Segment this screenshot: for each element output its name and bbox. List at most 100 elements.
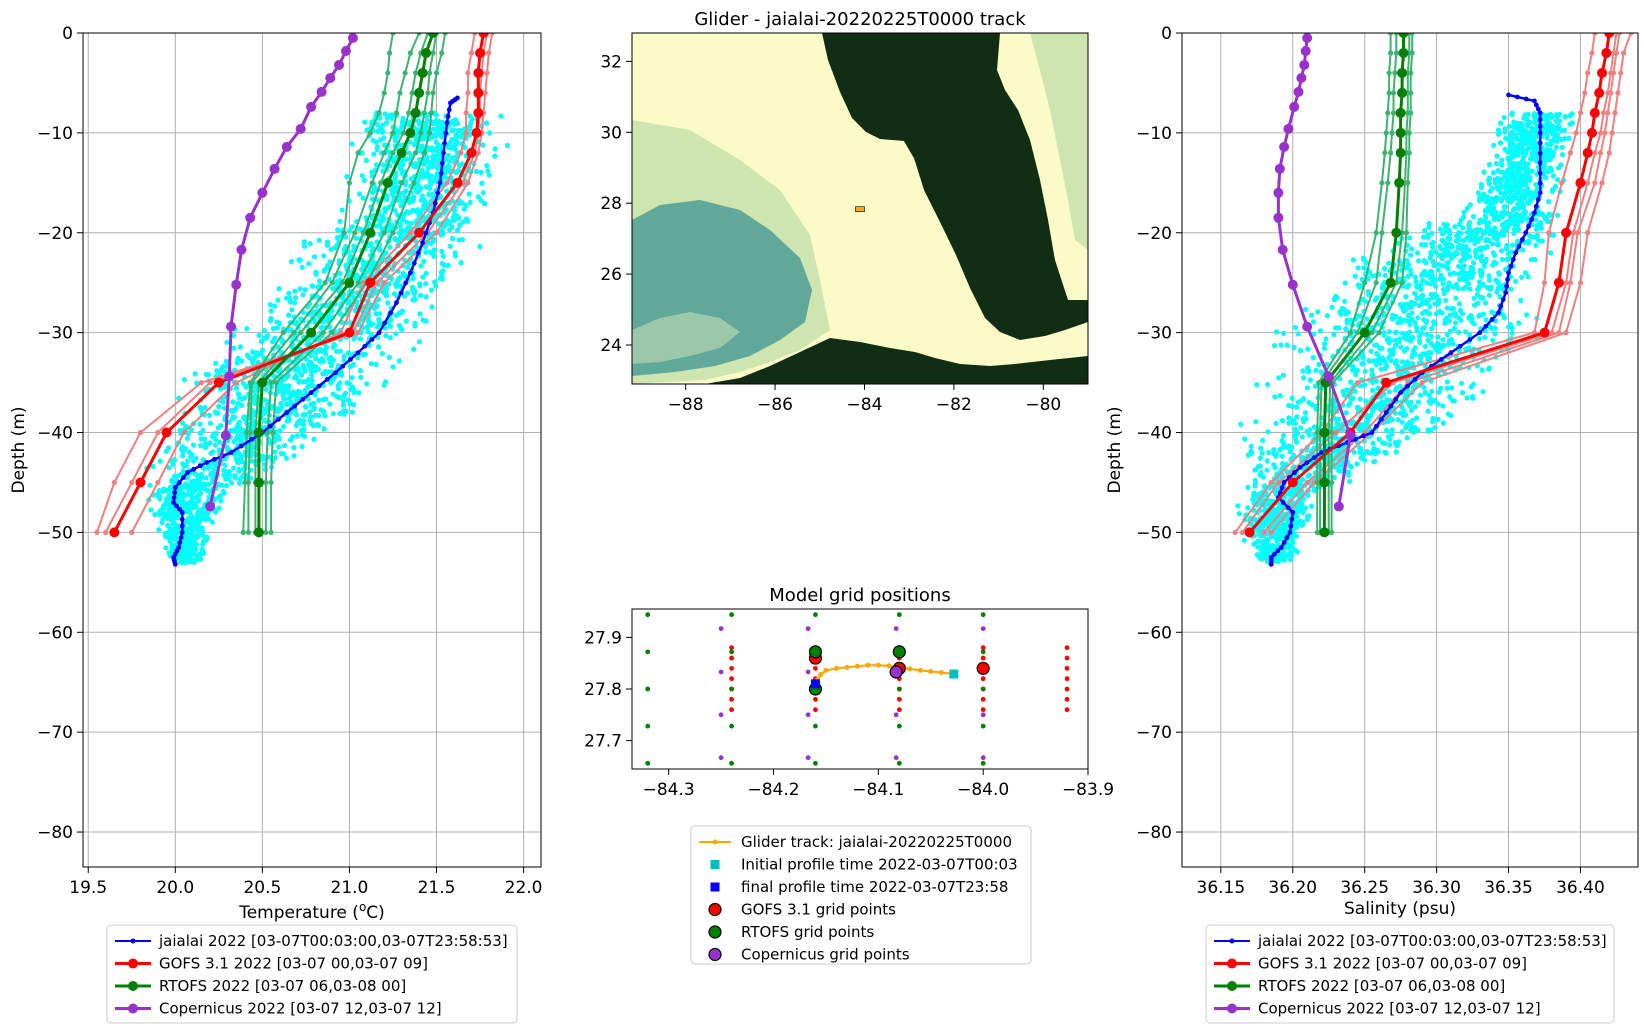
gofs-grid-point (729, 676, 734, 682)
temperature-glider-point (315, 423, 321, 429)
salinity-glider-point (1254, 552, 1260, 558)
salinity-glider-point (1546, 199, 1552, 205)
temperature-glider-point (327, 259, 333, 265)
salinity-glider-point (1362, 382, 1368, 388)
temperature-ensemble-point (339, 280, 346, 286)
rtofs-grid-point (729, 649, 734, 655)
temperature-glider-point (461, 206, 467, 212)
salinity-glider-point (1489, 309, 1495, 315)
salinity-glider-point (1279, 418, 1285, 424)
temperature-ensemble-point (94, 529, 100, 536)
salinity-glider-point (1552, 131, 1558, 137)
temperature-glider-mean-point (284, 410, 290, 415)
temperature-glider-point (371, 305, 377, 312)
rtofs-grid-point (896, 612, 902, 618)
salinity-glider-point (1331, 296, 1337, 303)
temperature-glider-point (457, 223, 463, 229)
temperature-glider-point (435, 165, 441, 171)
salinity-glider-point (1435, 334, 1441, 340)
temperature-glider-point (393, 281, 399, 287)
salinity-glider-point (1374, 295, 1380, 301)
map-ytick-label: 26 (600, 265, 622, 285)
temperature-series-point (269, 163, 280, 174)
temperature-glider-point (386, 281, 392, 287)
salinity-glider-point (1429, 241, 1435, 247)
temperature-glider-point (362, 119, 368, 125)
salinity-glider-point (1430, 259, 1436, 265)
temperature-glider-point (275, 388, 281, 394)
grid-legend-marker (708, 947, 722, 962)
temperature-glider-point (199, 516, 205, 522)
temperature-glider-point (165, 522, 171, 528)
temperature-legend-label: jaialai 2022 [03-07T00:03:00,03-07T23:58… (158, 932, 508, 950)
temperature-ensemble-point (360, 230, 366, 236)
salinity-glider-point (1279, 453, 1285, 459)
temperature-legend-label: GOFS 3.1 2022 [03-07 00,03-07 09] (159, 955, 428, 973)
salinity-glider-point (1447, 271, 1453, 277)
temperature-glider-point (181, 377, 187, 383)
temperature-glider-point (299, 372, 305, 378)
salinity-glider-point (1498, 169, 1504, 175)
salinity-profile-chart: 36.15 36.20 36.25 36.30 36.35 36.400−10−20−30… (1105, 24, 1639, 1024)
map-xtick-label: −84 (847, 395, 883, 415)
temperature-glider-point (447, 158, 453, 164)
temperature-glider-point (340, 398, 346, 404)
temperature-ensemble-point (444, 180, 450, 186)
salinity-glider-point (1497, 294, 1503, 300)
temperature-ensemble-point (472, 33, 478, 36)
temperature-glider-point (345, 397, 351, 403)
salinity-glider-point (1374, 351, 1380, 357)
temperature-glider-point (299, 264, 305, 270)
grid-legend-label: Copernicus grid points (741, 946, 910, 964)
salinity-glider-point (1519, 274, 1525, 280)
glider-track-point (823, 667, 829, 673)
temperature-glider-point (173, 533, 179, 539)
salinity-glider-point (1428, 275, 1434, 281)
temperature-glider-point (394, 133, 400, 139)
salinity-glider-point (1478, 184, 1484, 190)
temperature-glider-point (385, 300, 391, 306)
temperature-ensemble-point (399, 180, 405, 186)
temperature-glider-point (446, 164, 452, 170)
temperature-glider-point (374, 121, 380, 127)
salinity-glider-point (1252, 483, 1258, 489)
temperature-glider-point (248, 475, 254, 481)
salinity-glider-point (1452, 313, 1459, 319)
temperature-glider-point (318, 359, 324, 365)
salinity-glider-point (1469, 268, 1475, 275)
temperature-ensemble-point (416, 33, 422, 36)
temperature-glider-point (351, 336, 357, 342)
glider-track-point (818, 672, 824, 678)
salinity-glider-point (1298, 425, 1304, 431)
temperature-glider-point (411, 295, 418, 301)
temperature-glider-point (367, 322, 373, 328)
temperature-glider-point (270, 325, 276, 332)
salinity-glider-point (1508, 144, 1514, 150)
temperature-ytick-label: −50 (37, 523, 73, 543)
temperature-glider-point (347, 401, 353, 407)
salinity-glider-point (1277, 393, 1283, 399)
temperature-ensemble-point (320, 330, 326, 336)
temperature-glider-point (376, 344, 382, 350)
salinity-glider-point (1463, 346, 1469, 352)
salinity-glider-point (1458, 276, 1464, 283)
temperature-series-point (382, 177, 393, 188)
temperature-series-point (109, 527, 120, 538)
temperature-ensemble-point (263, 479, 269, 486)
temperature-glider-point (276, 444, 282, 450)
temperature-ytick-label: −20 (37, 224, 73, 244)
temperature-glider-point (360, 195, 366, 201)
temperature-glider-point (182, 481, 188, 488)
temperature-glider-point (307, 241, 313, 247)
copernicus-grid-point (718, 712, 724, 718)
salinity-glider-point (1365, 289, 1371, 295)
salinity-glider-point (1309, 401, 1315, 408)
temperature-glider-mean-point (176, 480, 182, 486)
salinity-glider-point (1432, 425, 1438, 431)
salinity-glider-point (1374, 342, 1380, 348)
salinity-glider-point (1499, 256, 1505, 263)
salinity-glider-point (1408, 423, 1414, 429)
temperature-glider-point (198, 484, 204, 490)
temperature-ensemble-point (111, 479, 117, 486)
temperature-glider-point (300, 379, 306, 385)
